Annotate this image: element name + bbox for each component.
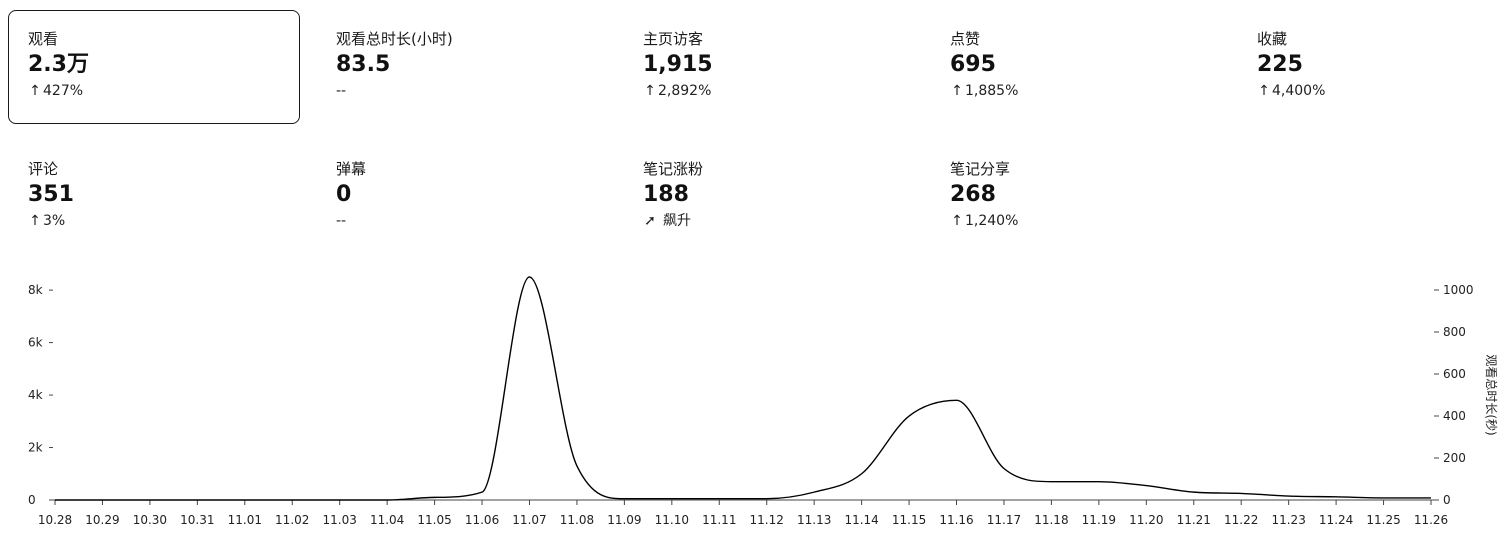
x-tick-label: 11.18 (1034, 513, 1068, 527)
y-tick-label: 4k (28, 388, 43, 402)
x-tick-label: 10.31 (180, 513, 214, 527)
series-line (54, 276, 1431, 501)
metric-card[interactable]: 笔记涨粉 188 ➚ 飙升 (623, 140, 915, 254)
metric-card[interactable]: 评论 351 ↑ 3% (8, 140, 300, 254)
x-tick-label: 11.22 (1224, 513, 1258, 527)
metric-value: 225 (1257, 52, 1303, 77)
metric-card[interactable]: 观看 2.3万 ↑ 427% (8, 10, 300, 124)
metric-card[interactable]: 笔记分享 268 ↑ 1,240% (930, 140, 1222, 254)
metric-change: ↑ 427% (28, 80, 299, 102)
x-tick-label: 11.17 (987, 513, 1021, 527)
metric-change: -- (336, 80, 608, 102)
y2-tick-label: 0 (1443, 493, 1451, 507)
metric-value: 695 (950, 52, 996, 77)
x-tick-label: 10.30 (133, 513, 167, 527)
metric-label: 收藏 (1257, 30, 1288, 48)
metric-change-value: 1,240% (965, 213, 1019, 229)
metric-change: ↑ 1,240% (950, 210, 1222, 232)
metric-change-value: -- (336, 213, 347, 229)
metric-card[interactable]: 收藏 225 ↑ 4,400% (1237, 10, 1498, 124)
arrow-up-icon: ↑ (29, 213, 41, 229)
arrow-up-icon: ↑ (951, 213, 963, 229)
x-tick-label: 11.26 (1414, 513, 1448, 527)
x-tick-label: 11.20 (1129, 513, 1163, 527)
metric-value: 83.5 (336, 52, 391, 77)
y-tick-label: 0 (28, 493, 36, 507)
x-tick-label: 11.06 (465, 513, 499, 527)
metric-value: 0 (336, 182, 352, 207)
y2-tick-label: 400 (1443, 409, 1466, 423)
metric-change-value: 4,400% (1272, 83, 1326, 99)
x-tick-label: 10.29 (85, 513, 119, 527)
x-tick-label: 11.10 (655, 513, 689, 527)
metric-change: ➚ 飙升 (643, 210, 915, 232)
trend-up-icon: ➚ (644, 213, 656, 229)
metric-card[interactable]: 观看总时长(小时) 83.5 -- (316, 10, 608, 124)
metric-change-value: 3% (43, 213, 66, 229)
y2-tick-label: 1000 (1443, 283, 1474, 297)
x-tick-label: 11.24 (1319, 513, 1353, 527)
metric-label: 点赞 (950, 30, 981, 48)
metric-change-value: -- (336, 83, 347, 99)
x-tick-label: 11.16 (939, 513, 973, 527)
x-tick-label: 11.21 (1177, 513, 1211, 527)
metric-label: 评论 (28, 160, 59, 178)
x-tick-label: 11.08 (560, 513, 594, 527)
y-tick-label: 6k (28, 336, 43, 350)
metric-change: ↑ 4,400% (1257, 80, 1498, 102)
metric-change-value: 1,885% (965, 83, 1019, 99)
x-tick-label: 11.02 (275, 513, 309, 527)
metric-change: ↑ 1,885% (950, 80, 1222, 102)
metric-label: 观看 (28, 30, 59, 48)
metric-change: -- (336, 210, 608, 232)
y-tick-label: 8k (28, 283, 43, 297)
metric-change-value: 飙升 (663, 213, 691, 229)
x-tick-label: 11.09 (607, 513, 641, 527)
metric-change: ↑ 3% (28, 210, 300, 232)
x-tick-label: 11.19 (1082, 513, 1116, 527)
trend-chart: 10.28 10.29 10.30 10.31 11.01 11.02 11.03 11.04… (28, 276, 1498, 527)
y2-tick-label: 200 (1443, 451, 1466, 465)
metric-card[interactable]: 主页访客 1,915 ↑ 2,892% (623, 10, 915, 124)
metric-value: 2.3万 (28, 52, 89, 77)
metric-card[interactable]: 点赞 695 ↑ 1,885% (930, 10, 1222, 124)
arrow-up-icon: ↑ (644, 83, 656, 99)
metric-change-value: 2,892% (658, 83, 712, 99)
metric-value: 268 (950, 182, 996, 207)
x-tick-label: 11.23 (1271, 513, 1305, 527)
metric-label: 观看总时长(小时) (336, 30, 453, 48)
y2-axis-title: 观看总时长(秒) (1484, 354, 1498, 435)
metric-value: 351 (28, 182, 74, 207)
metric-change-value: 427% (43, 83, 84, 99)
arrow-up-icon: ↑ (951, 83, 963, 99)
metric-label: 弹幕 (336, 160, 367, 178)
x-tick-label: 11.13 (797, 513, 831, 527)
metric-change: ↑ 2,892% (643, 80, 915, 102)
y-tick-label: 2k (28, 441, 43, 455)
x-tick-label: 11.14 (844, 513, 878, 527)
x-tick-label: 10.28 (38, 513, 72, 527)
metric-value: 1,915 (643, 52, 713, 77)
x-tick-label: 11.15 (892, 513, 926, 527)
metric-label: 笔记涨粉 (643, 160, 704, 178)
x-tick-label: 11.05 (417, 513, 451, 527)
x-tick-label: 11.04 (370, 513, 404, 527)
x-tick-label: 11.12 (750, 513, 784, 527)
x-tick-label: 11.25 (1366, 513, 1400, 527)
metric-label: 主页访客 (643, 30, 704, 48)
metric-label: 笔记分享 (950, 160, 1011, 178)
y2-tick-label: 600 (1443, 367, 1466, 381)
x-tick-label: 11.07 (512, 513, 546, 527)
x-tick-label: 11.03 (323, 513, 357, 527)
arrow-up-icon: ↑ (1258, 83, 1270, 99)
arrow-up-icon: ↑ (29, 83, 41, 99)
y2-tick-label: 800 (1443, 325, 1466, 339)
metric-card[interactable]: 弹幕 0 -- (316, 140, 608, 254)
x-tick-label: 11.01 (228, 513, 262, 527)
x-tick-label: 11.11 (702, 513, 736, 527)
metric-value: 188 (643, 182, 689, 207)
